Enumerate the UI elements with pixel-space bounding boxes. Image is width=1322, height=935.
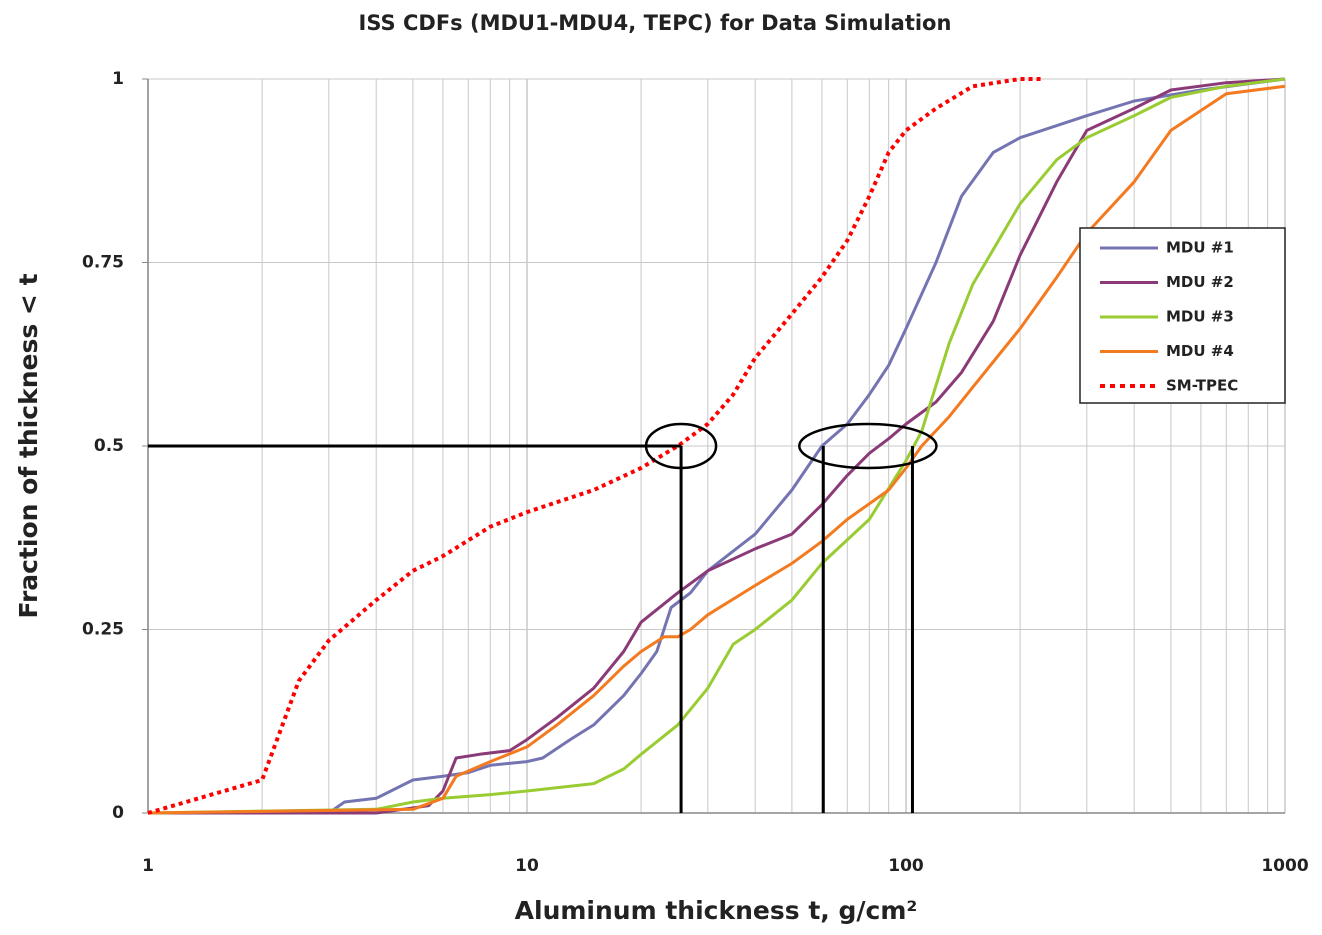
series-line — [147, 77, 1286, 815]
x-tick-label: 100 — [888, 856, 924, 876]
y-tick-label: 0.5 — [94, 436, 124, 456]
y-axis-label: Fraction of thickness < t — [14, 273, 43, 618]
series-line — [148, 77, 1286, 815]
x-axis-label: Aluminum thickness t, g/cm² — [515, 896, 918, 925]
series-line — [147, 84, 1286, 815]
series-line — [147, 77, 1044, 815]
legend-label: MDU #2 — [1166, 273, 1234, 291]
highlight-ellipse — [644, 422, 718, 470]
highlight-ellipse — [798, 422, 938, 470]
legend-label: MDU #3 — [1166, 308, 1234, 326]
x-tick-label: 1 — [142, 856, 154, 876]
plot — [147, 77, 1286, 815]
series-line — [148, 77, 1286, 815]
legend-label: MDU #4 — [1166, 342, 1234, 360]
y-tick-label: 1 — [112, 69, 124, 89]
y-tick-label: 0 — [112, 803, 124, 823]
x-tick-label: 10 — [515, 856, 539, 876]
legend: MDU #1 MDU #2 MDU #3 MDU #4 SM-TPEC — [1100, 239, 1238, 395]
legend-label: MDU #1 — [1166, 239, 1234, 257]
x-tick-label: 1000 — [1261, 856, 1308, 876]
legend-label: SM-TPEC — [1166, 377, 1238, 395]
y-tick-label: 0.25 — [82, 620, 124, 640]
chart-title: ISS CDFs (MDU1-MDU4, TEPC) for Data Simu… — [359, 11, 952, 35]
y-tick-label: 0.75 — [82, 253, 124, 273]
